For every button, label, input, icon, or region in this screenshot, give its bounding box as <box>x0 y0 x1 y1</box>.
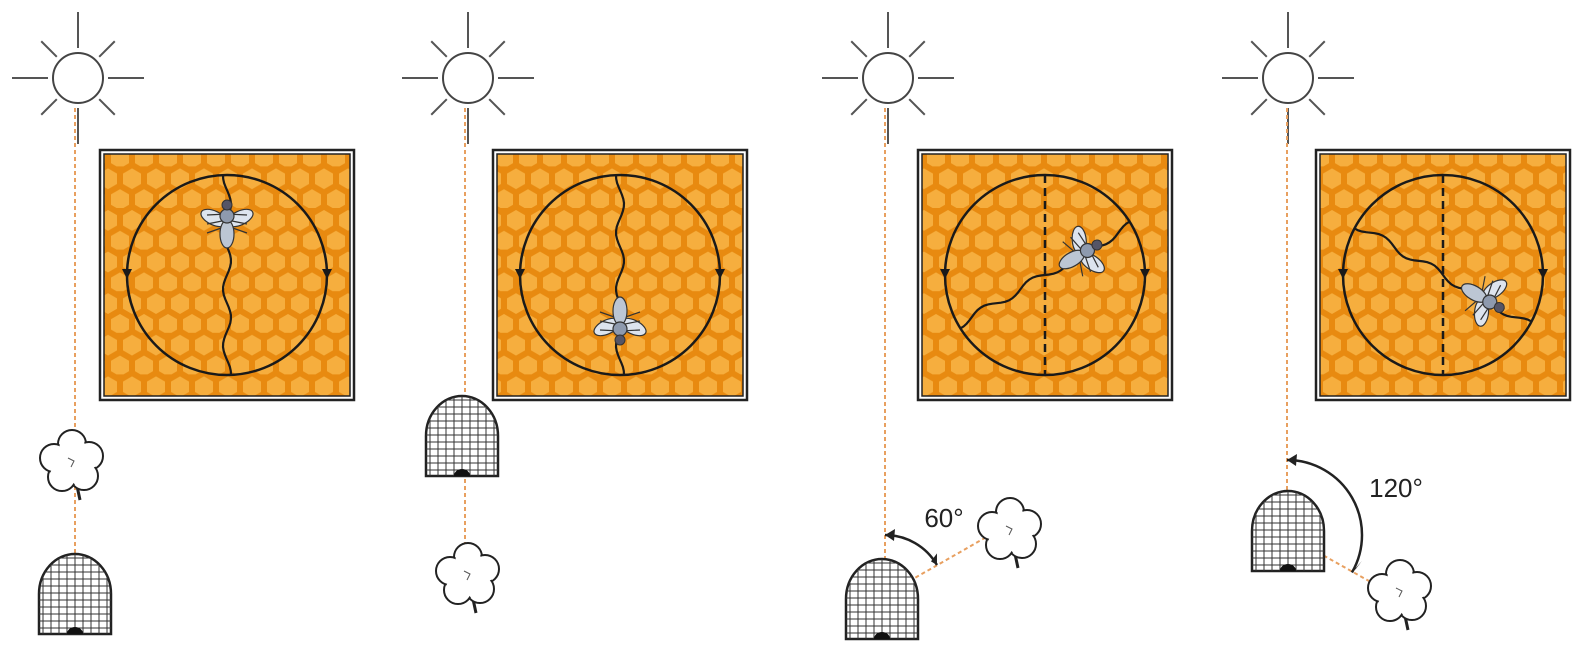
sun-ray <box>1251 99 1267 115</box>
flower <box>978 498 1041 568</box>
sun-ray <box>909 41 925 57</box>
bee-thorax <box>613 322 627 336</box>
bee-head <box>615 335 625 345</box>
sun-ray <box>1309 41 1325 57</box>
sun-ray <box>851 99 867 115</box>
hive <box>422 390 502 476</box>
bee-abdomen <box>220 220 234 248</box>
sun-ray <box>431 41 447 57</box>
sun <box>822 12 954 144</box>
hive <box>842 553 922 639</box>
honeycomb-frame <box>1316 150 1570 400</box>
sun-ray <box>1251 41 1267 57</box>
sun <box>402 12 534 144</box>
hive <box>35 548 115 634</box>
sun-disc <box>53 53 103 103</box>
angle-label: 120° <box>1369 473 1423 503</box>
sun-ray <box>1309 99 1325 115</box>
flower <box>1368 560 1431 630</box>
petal <box>1388 580 1413 605</box>
bee-thorax <box>220 209 234 223</box>
arc-arrowhead <box>1287 454 1297 466</box>
honeycomb-frame <box>918 150 1172 400</box>
sun-ray <box>41 99 57 115</box>
page: {"angle_labels": ["60°", "120°"]} 60° 12… <box>0 0 1585 651</box>
sun-disc <box>1263 53 1313 103</box>
sun-ray <box>909 99 925 115</box>
flower <box>436 543 499 613</box>
sun-ray <box>99 41 115 57</box>
honeycomb-frame <box>100 150 354 400</box>
sun-ray <box>431 99 447 115</box>
petal <box>998 518 1023 543</box>
angle-label: 60° <box>924 503 963 533</box>
bee-head <box>222 200 232 210</box>
honeycomb-frame <box>493 150 747 400</box>
hive <box>1248 485 1328 571</box>
sun <box>12 12 144 144</box>
arc-arrowhead <box>885 529 895 541</box>
sun-ray <box>489 41 505 57</box>
sun-disc <box>443 53 493 103</box>
sun-ray <box>41 41 57 57</box>
sun-ray <box>851 41 867 57</box>
petal <box>456 563 481 588</box>
sun-ray <box>489 99 505 115</box>
sun-ray <box>99 99 115 115</box>
sun-disc <box>863 53 913 103</box>
waggle-dance-diagram: 60° 120° <box>0 0 1585 651</box>
petal <box>60 450 85 475</box>
flower <box>40 430 103 500</box>
bee-abdomen <box>613 297 627 325</box>
